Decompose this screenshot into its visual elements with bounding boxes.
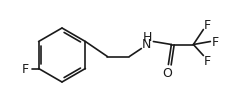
Text: F: F: [204, 55, 211, 67]
Text: O: O: [162, 66, 172, 79]
Text: F: F: [204, 19, 211, 32]
Text: N: N: [142, 38, 151, 51]
Text: F: F: [22, 62, 29, 75]
Text: F: F: [212, 36, 219, 49]
Text: H: H: [143, 31, 152, 44]
